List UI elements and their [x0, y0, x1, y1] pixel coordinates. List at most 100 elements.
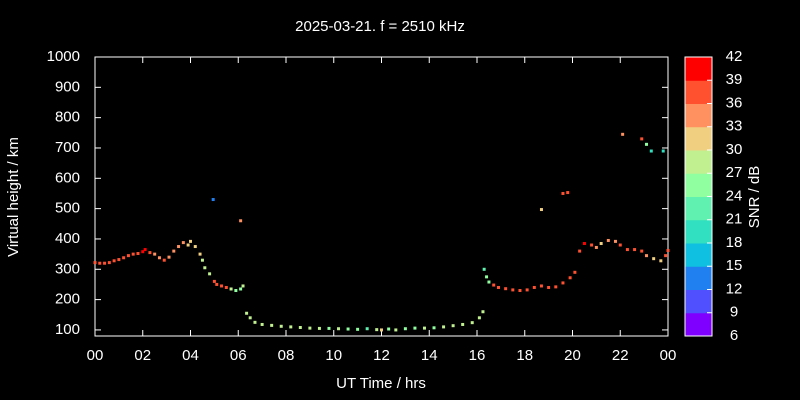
- colorbar-band: [685, 150, 712, 174]
- data-point: [186, 243, 190, 247]
- data-point: [470, 321, 474, 325]
- data-point: [659, 259, 663, 263]
- data-point: [442, 325, 446, 329]
- data-point: [618, 243, 622, 247]
- data-point: [566, 191, 570, 195]
- data-point: [561, 281, 565, 285]
- data-point: [245, 311, 249, 315]
- data-point: [422, 326, 426, 330]
- data-point: [387, 327, 391, 331]
- data-point: [394, 328, 398, 332]
- data-point: [451, 324, 455, 328]
- data-point: [664, 254, 668, 258]
- data-point: [162, 258, 166, 262]
- x-tick-label: 12: [373, 347, 390, 364]
- colorbar-tick-label: 18: [726, 234, 743, 251]
- colorbar-tick-label: 21: [726, 211, 743, 228]
- data-point: [143, 248, 147, 252]
- colorbar-band: [685, 57, 712, 81]
- data-point: [547, 285, 551, 289]
- data-point: [645, 142, 649, 146]
- colorbar-band: [685, 289, 712, 314]
- data-point: [380, 328, 383, 332]
- data-point: [208, 272, 212, 276]
- y-tick-label: 300: [55, 260, 80, 277]
- data-point: [122, 256, 126, 260]
- x-axis-label: UT Time / hrs: [336, 375, 426, 392]
- data-point: [260, 322, 264, 326]
- colorbar-tick-label: 6: [730, 327, 738, 344]
- data-point: [107, 261, 111, 265]
- colorbar-band: [685, 126, 712, 151]
- data-point: [594, 245, 598, 249]
- data-point: [224, 285, 228, 289]
- x-tick-label: 08: [278, 347, 295, 364]
- data-point: [279, 324, 283, 328]
- data-point: [93, 261, 97, 265]
- colorbar-band: [685, 196, 712, 221]
- y-tick-label: 600: [55, 169, 80, 186]
- data-point: [193, 245, 197, 249]
- data-point: [167, 255, 171, 259]
- data-point: [327, 326, 331, 330]
- colorbar-band: [685, 312, 712, 337]
- chart-title: 2025-03-21. f = 2510 kHz: [295, 18, 465, 35]
- data-point: [413, 326, 417, 330]
- data-point: [652, 257, 656, 261]
- data-point: [481, 310, 485, 314]
- y-tick-label: 100: [55, 321, 80, 338]
- data-point: [337, 327, 341, 331]
- data-point: [625, 248, 629, 252]
- x-tick-label: 16: [469, 347, 486, 364]
- x-tick-label: 22: [612, 347, 629, 364]
- data-point: [561, 191, 565, 195]
- data-point: [248, 316, 252, 320]
- data-point: [308, 326, 312, 330]
- colorbar-tick-label: 30: [726, 141, 743, 158]
- data-point: [103, 261, 107, 265]
- y-tick-label: 200: [55, 291, 80, 308]
- data-point: [177, 245, 181, 249]
- data-point: [220, 284, 224, 288]
- data-point: [590, 243, 594, 247]
- data-point: [645, 254, 649, 258]
- data-point: [573, 270, 577, 274]
- y-tick-label: 800: [55, 109, 80, 126]
- x-tick-label: 20: [564, 347, 581, 364]
- x-tick-label: 18: [516, 347, 533, 364]
- y-tick-label: 900: [55, 78, 80, 95]
- colorbar-band: [685, 80, 712, 104]
- colorbar-tick-label: 39: [726, 71, 743, 88]
- data-point: [131, 252, 135, 256]
- x-tick-label: 10: [325, 347, 342, 364]
- colorbar-tick-label: 36: [726, 94, 743, 111]
- data-point: [356, 327, 360, 331]
- data-point: [270, 323, 274, 327]
- data-point: [461, 322, 465, 326]
- x-tick-label: 00: [660, 347, 677, 364]
- data-point: [432, 326, 436, 330]
- data-point: [511, 288, 515, 292]
- data-point: [112, 259, 116, 263]
- data-point: [148, 251, 152, 255]
- data-point: [504, 287, 508, 291]
- data-point: [172, 249, 176, 253]
- colorbar-tick-label: 9: [730, 304, 738, 321]
- data-point: [532, 285, 536, 289]
- data-point: [189, 239, 192, 243]
- data-point: [157, 256, 161, 260]
- data-point: [482, 267, 486, 271]
- data-point: [212, 279, 216, 283]
- data-point: [136, 252, 140, 256]
- x-tick-label: 04: [182, 347, 199, 364]
- colorbar-band: [685, 173, 712, 197]
- colorbar-band: [685, 103, 712, 128]
- colorbar-tick-label: 24: [726, 187, 743, 204]
- data-point: [599, 242, 603, 246]
- data-point: [621, 132, 625, 136]
- data-point: [649, 149, 653, 153]
- x-tick-label: 06: [230, 347, 247, 364]
